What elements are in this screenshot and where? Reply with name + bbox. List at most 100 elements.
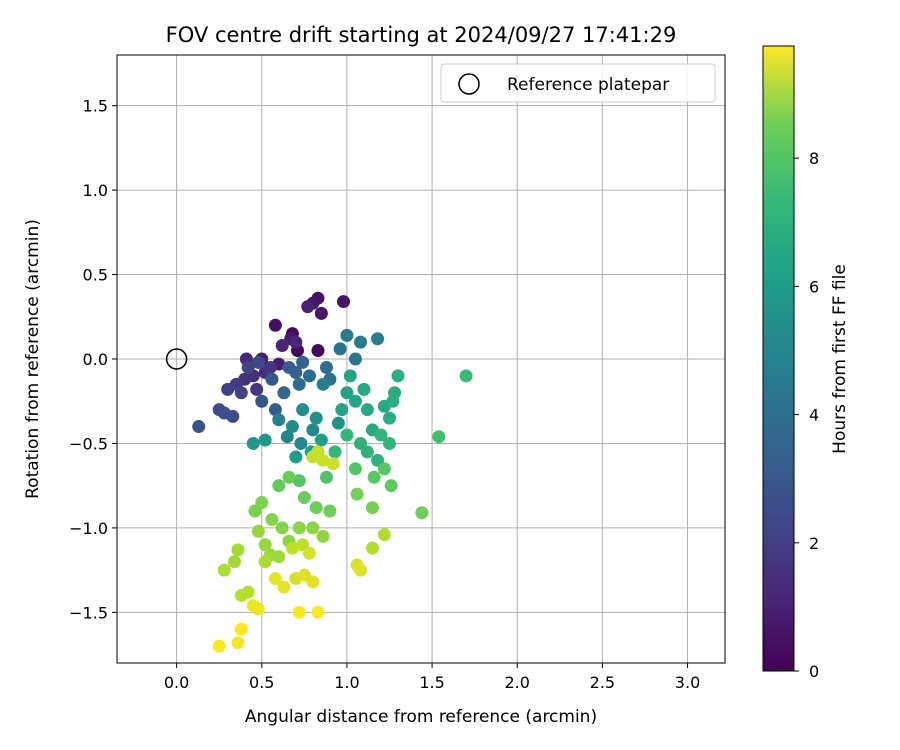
data-point — [285, 420, 299, 434]
data-point — [314, 433, 328, 447]
data-point — [382, 411, 396, 425]
data-point — [231, 543, 245, 557]
data-point — [217, 563, 231, 577]
data-point — [263, 360, 277, 374]
data-point — [382, 436, 396, 450]
data-point — [275, 338, 289, 352]
data-point — [292, 605, 306, 619]
y-tick-label: 1.5 — [83, 97, 108, 116]
legend-box — [440, 63, 716, 103]
data-point — [367, 470, 381, 484]
data-point — [221, 382, 235, 396]
colorbar-tick-label: 6 — [809, 277, 819, 296]
data-point — [255, 394, 269, 408]
data-point — [348, 394, 362, 408]
data-point — [377, 462, 391, 476]
data-point — [248, 504, 262, 518]
data-point — [302, 369, 316, 383]
data-point — [386, 394, 400, 408]
colorbar-ticks: 0 2 4 6 8 — [794, 149, 819, 681]
x-tick-label: 2.0 — [504, 673, 529, 692]
data-point — [234, 386, 248, 400]
data-point — [365, 541, 379, 555]
data-point — [306, 423, 320, 437]
data-point — [384, 479, 398, 493]
data-point — [292, 377, 306, 391]
data-point — [360, 403, 374, 417]
data-point — [323, 504, 337, 518]
legend: Reference platepar — [440, 63, 716, 103]
data-point — [265, 512, 279, 526]
data-point — [296, 355, 310, 369]
x-tick-label: 0.5 — [249, 673, 274, 692]
data-point — [228, 555, 242, 569]
data-point — [309, 501, 323, 515]
data-point — [268, 403, 282, 417]
y-tick-label: 1.0 — [83, 181, 108, 200]
data-point — [319, 360, 333, 374]
data-point — [357, 382, 371, 396]
data-point — [306, 575, 320, 589]
colorbar: 0 2 4 6 8 Hours from first FF file — [762, 45, 850, 681]
data-point — [459, 369, 473, 383]
colorbar-label: Hours from first FF file — [830, 264, 850, 454]
data-point — [343, 369, 357, 383]
data-point — [311, 344, 325, 358]
data-point — [251, 602, 265, 616]
data-point — [258, 555, 272, 569]
data-point — [265, 372, 279, 386]
data-point — [319, 470, 333, 484]
data-point — [268, 572, 282, 586]
data-point — [217, 406, 231, 420]
data-point — [415, 506, 429, 520]
data-point — [348, 462, 362, 476]
data-point — [354, 335, 368, 349]
x-tick-label: 2.5 — [590, 673, 615, 692]
y-tick-label: 0.5 — [83, 266, 108, 285]
data-point — [268, 318, 282, 332]
data-point — [432, 430, 446, 444]
data-point — [333, 342, 347, 356]
x-tick-label: 1.0 — [334, 673, 359, 692]
x-tick-label: 3.0 — [675, 673, 700, 692]
data-point — [292, 521, 306, 535]
legend-label: Reference platepar — [507, 75, 669, 95]
data-point — [331, 416, 345, 430]
y-axis-label: Rotation from reference (arcmin) — [23, 219, 43, 499]
colorbar-tick-label: 8 — [809, 149, 819, 168]
colorbar-tick-label: 0 — [809, 662, 819, 681]
data-point — [314, 306, 328, 320]
data-point — [250, 382, 264, 396]
data-points — [165, 291, 473, 653]
y-tick-label: 0.0 — [83, 350, 108, 369]
data-point — [337, 295, 351, 309]
data-point — [272, 550, 286, 564]
reference-platepar-marker — [165, 348, 188, 370]
x-tick-label: 0.0 — [164, 673, 189, 692]
data-point — [391, 369, 405, 383]
colorbar-tick-label: 2 — [809, 534, 819, 553]
colorbar-tick-label: 4 — [809, 406, 819, 425]
data-point — [340, 328, 354, 342]
data-point — [374, 428, 388, 442]
data-point — [348, 352, 362, 366]
data-point — [192, 420, 206, 434]
data-point — [354, 563, 368, 577]
data-point — [282, 470, 296, 484]
data-point — [272, 479, 286, 493]
data-point — [277, 580, 291, 594]
data-point — [350, 487, 364, 501]
data-point — [258, 433, 272, 447]
data-point — [277, 386, 291, 400]
data-point — [251, 355, 265, 369]
data-point — [316, 453, 330, 467]
data-point — [301, 300, 315, 314]
y-tick-label: −1.5 — [69, 603, 108, 622]
data-point — [328, 445, 342, 459]
data-point — [340, 428, 354, 442]
data-point — [311, 605, 325, 619]
data-point — [231, 636, 245, 650]
data-point — [360, 445, 374, 459]
data-point — [234, 622, 248, 636]
